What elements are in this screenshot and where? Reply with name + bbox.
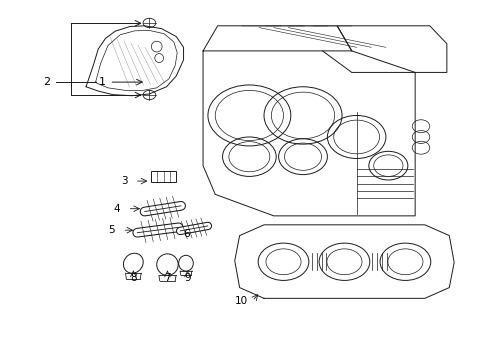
Text: 6: 6 (183, 229, 190, 239)
Text: 8: 8 (130, 273, 136, 283)
Text: 2: 2 (43, 77, 50, 87)
Text: 4: 4 (113, 204, 120, 214)
Text: 7: 7 (164, 273, 170, 283)
Text: 3: 3 (121, 176, 127, 186)
Text: 5: 5 (108, 225, 115, 235)
Text: 9: 9 (184, 273, 190, 283)
Bar (151, 171, 176, 182)
Text: 1: 1 (99, 77, 105, 87)
Text: 10: 10 (235, 296, 247, 306)
